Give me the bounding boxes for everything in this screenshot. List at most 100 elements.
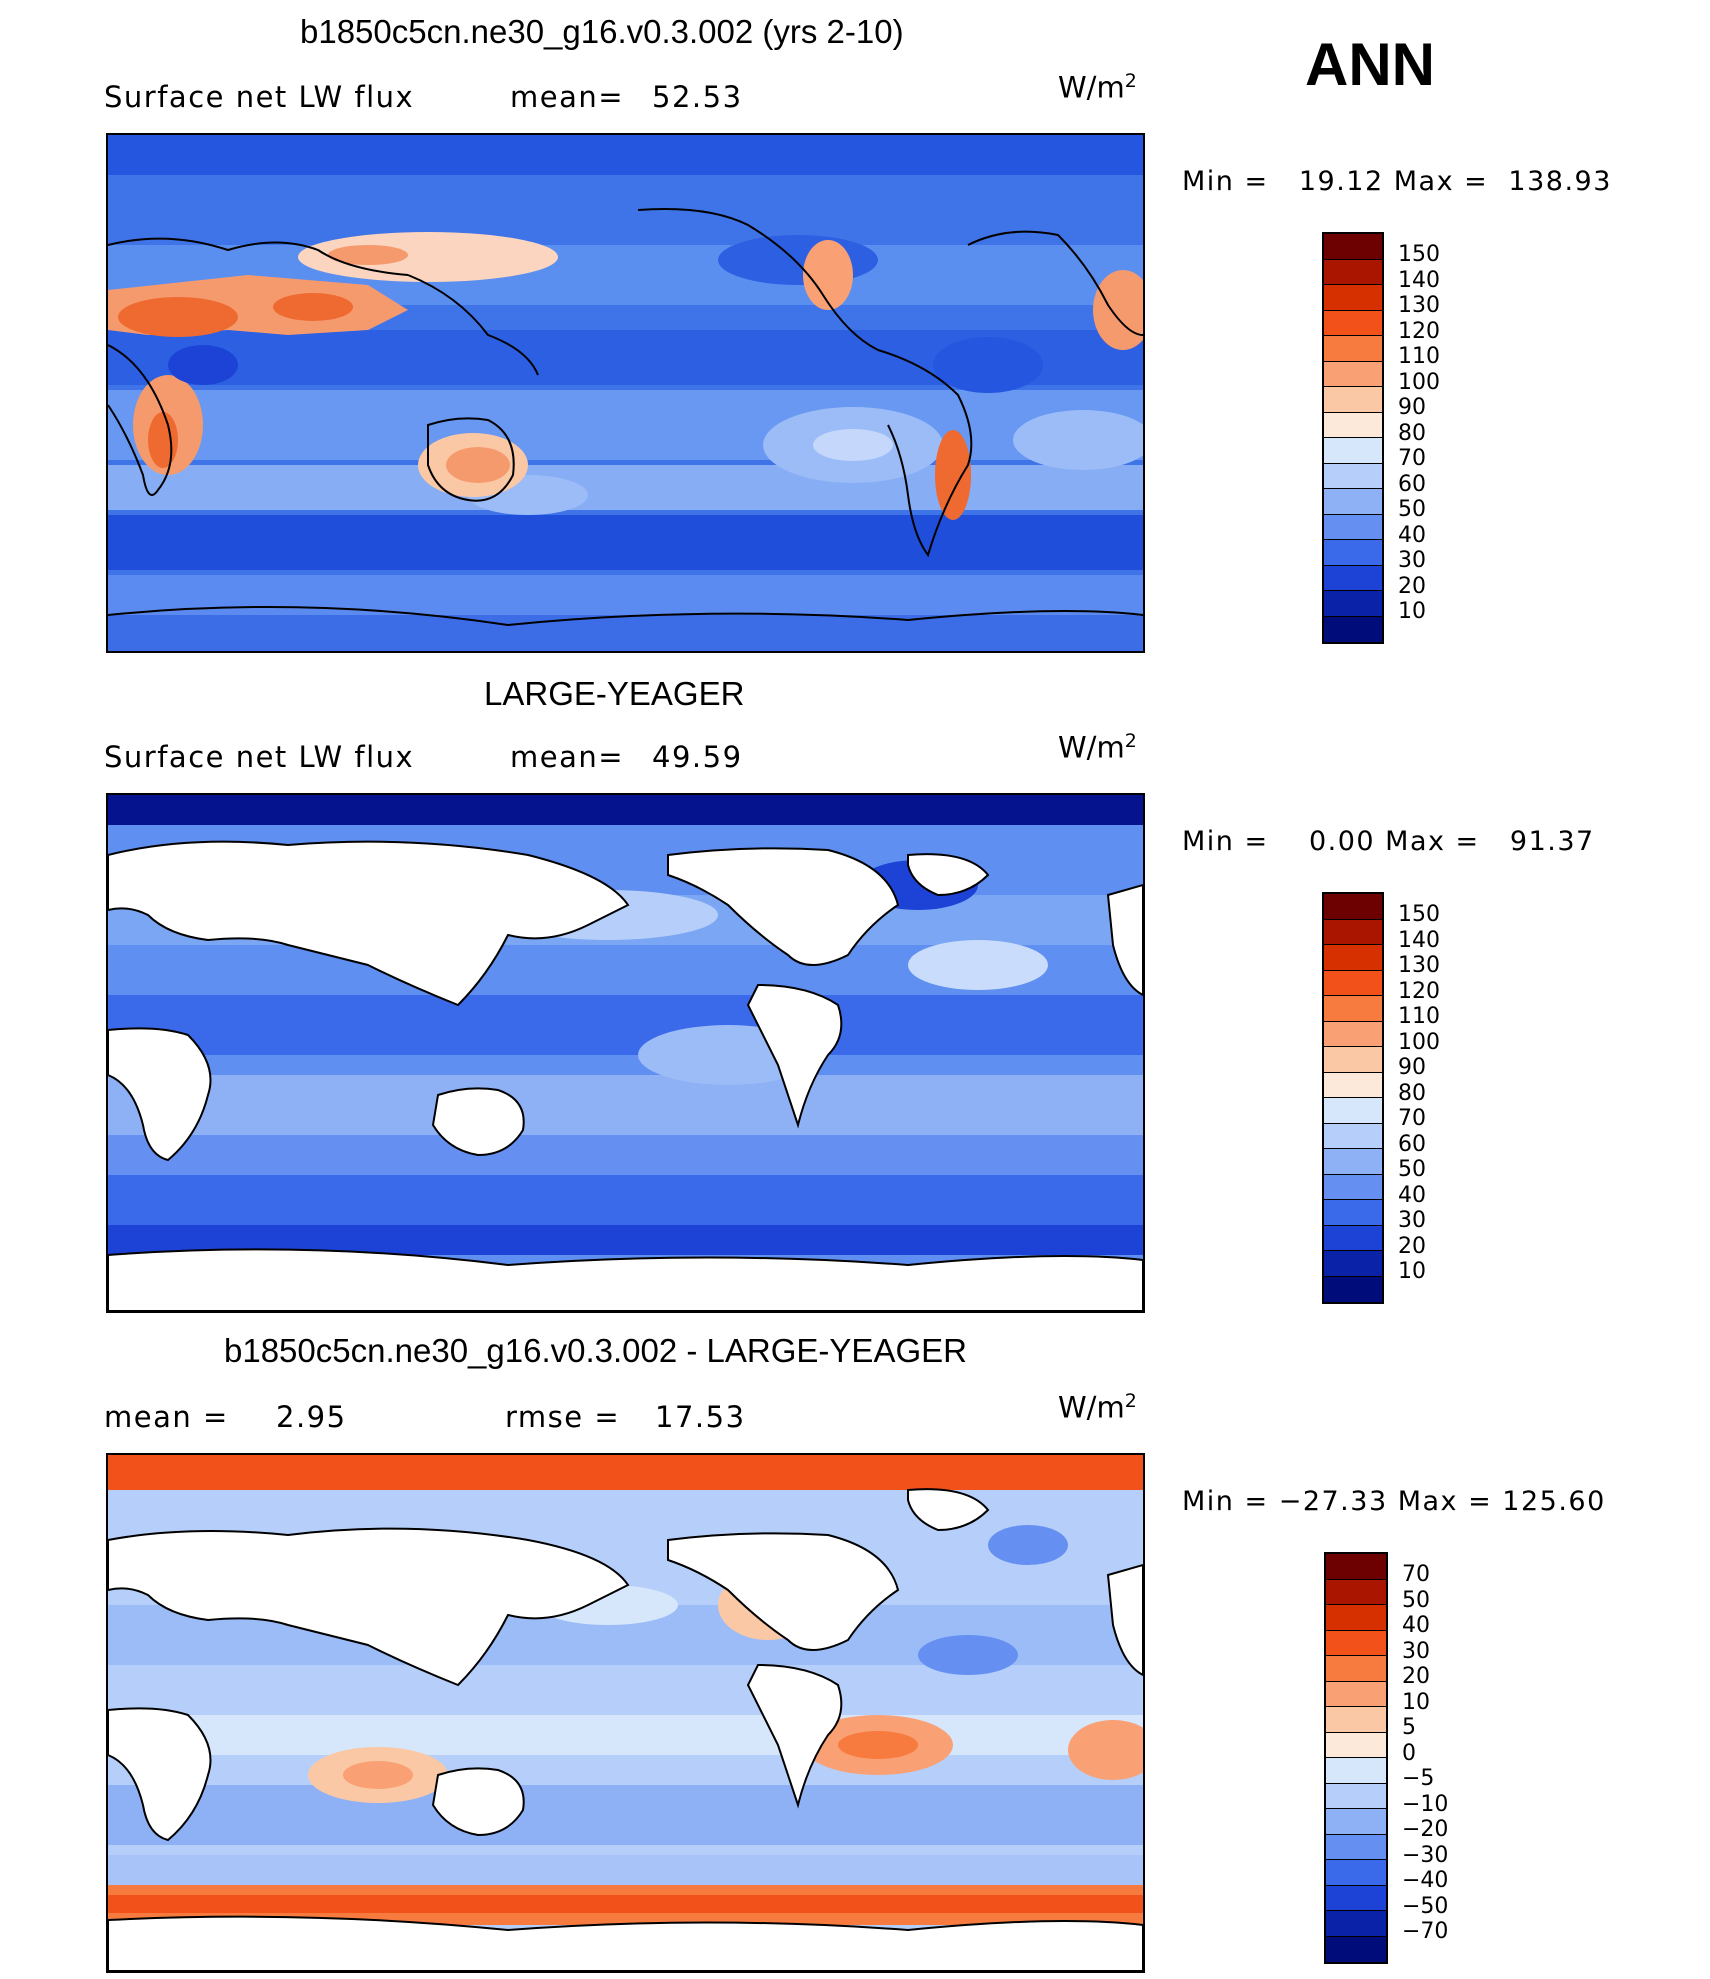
colorbar-tick-label: 80 bbox=[1398, 420, 1426, 446]
colorbar-tick-label: 100 bbox=[1398, 1029, 1440, 1055]
colorbar-tick-label: 120 bbox=[1398, 978, 1440, 1004]
colorbar-swatch bbox=[1324, 1200, 1382, 1226]
colorbar-tick-label: −50 bbox=[1402, 1893, 1449, 1919]
colorbar-swatch bbox=[1324, 565, 1382, 591]
colorbar-swatch bbox=[1326, 1630, 1386, 1656]
colorbar-tick-label: 150 bbox=[1398, 242, 1440, 267]
colorbar-swatch bbox=[1324, 616, 1382, 642]
colorbar-tick-label: 30 bbox=[1398, 548, 1426, 573]
colorbar-tick-label: 5 bbox=[1402, 1715, 1416, 1740]
colorbar-swatch bbox=[1324, 412, 1382, 438]
colorbar-tick-label: 0 bbox=[1402, 1740, 1416, 1766]
colorbar-tick-label: −70 bbox=[1402, 1919, 1449, 1944]
colorbar-tick-label: 70 bbox=[1398, 446, 1426, 471]
colorbar-tick-label: 60 bbox=[1398, 1131, 1426, 1157]
panel-1-min-max: Min = 19.12 Max = 138.93 bbox=[1182, 166, 1612, 197]
panel-3-rmse-label: rmse = bbox=[505, 1400, 621, 1434]
colorbar-swatch bbox=[1324, 514, 1382, 540]
panel-3-rmse-value: 17.53 bbox=[655, 1400, 746, 1434]
panel-3-min-max: Min = −27.33 Max = 125.60 bbox=[1182, 1486, 1606, 1517]
colorbar-tick-label: 150 bbox=[1398, 902, 1440, 927]
colorbar-swatch bbox=[1324, 540, 1382, 566]
colorbar-tick-label: 70 bbox=[1398, 1106, 1426, 1131]
panel-1-mean-label: mean= bbox=[510, 80, 625, 114]
panel-2-mean-label: mean= bbox=[510, 740, 625, 774]
colorbar-tick-label: 40 bbox=[1402, 1613, 1430, 1638]
panel-2-colorbar-labels: 150 140 130 120 110 100 90 80 70 60 50 40 30 20 10 bbox=[1398, 904, 1518, 1304]
colorbar-swatch bbox=[1324, 489, 1382, 515]
colorbar-swatch bbox=[1324, 1149, 1382, 1175]
panel-2-variable-label: Surface net LW flux bbox=[104, 740, 415, 774]
colorbar-tick-label: 140 bbox=[1398, 267, 1440, 293]
colorbar-swatch bbox=[1324, 970, 1382, 996]
colorbar-tick-label: 50 bbox=[1398, 497, 1426, 522]
colorbar-swatch bbox=[1324, 1047, 1382, 1073]
colorbar-swatch bbox=[1326, 1656, 1386, 1682]
colorbar-swatch bbox=[1324, 591, 1382, 617]
colorbar-swatch bbox=[1326, 1834, 1386, 1860]
panel-2-mean-value: 49.59 bbox=[652, 740, 743, 774]
colorbar-swatch bbox=[1326, 1758, 1386, 1784]
colorbar-swatch bbox=[1324, 310, 1382, 336]
colorbar-tick-label: 100 bbox=[1398, 369, 1440, 395]
colorbar-tick-label: 120 bbox=[1398, 318, 1440, 344]
colorbar-tick-label: 90 bbox=[1398, 395, 1426, 420]
colorbar-swatch bbox=[1324, 336, 1382, 362]
colorbar-tick-label: 110 bbox=[1398, 1004, 1440, 1029]
colorbar-swatch bbox=[1324, 919, 1382, 945]
colorbar-swatch bbox=[1326, 1809, 1386, 1835]
panel-2-colorbar bbox=[1322, 892, 1384, 1304]
colorbar-tick-label: −20 bbox=[1402, 1817, 1449, 1842]
colorbar-swatch bbox=[1326, 1860, 1386, 1886]
colorbar-swatch bbox=[1326, 1681, 1386, 1707]
colorbar-tick-label: 140 bbox=[1398, 927, 1440, 953]
panel-1-map bbox=[106, 133, 1145, 653]
colorbar-tick-label: 40 bbox=[1398, 522, 1426, 548]
colorbar-swatch bbox=[1324, 234, 1382, 260]
colorbar-tick-label: 90 bbox=[1398, 1055, 1426, 1080]
panel-3-colorbar bbox=[1324, 1552, 1388, 1964]
colorbar-swatch bbox=[1326, 1732, 1386, 1758]
colorbar-swatch bbox=[1326, 1885, 1386, 1911]
colorbar-tick-label: 80 bbox=[1398, 1080, 1426, 1106]
colorbar-tick-label: 20 bbox=[1398, 573, 1426, 599]
panel-3-mean-label: mean = bbox=[104, 1400, 229, 1434]
colorbar-swatch bbox=[1324, 1276, 1382, 1302]
colorbar-swatch bbox=[1324, 894, 1382, 920]
colorbar-swatch bbox=[1326, 1554, 1386, 1580]
panel-1-title: b1850c5cn.ne30_g16.v0.3.002 (yrs 2-10) bbox=[300, 13, 904, 50]
colorbar-swatch bbox=[1324, 361, 1382, 387]
colorbar-tick-label: 60 bbox=[1398, 471, 1426, 497]
colorbar-tick-label: 10 bbox=[1398, 599, 1426, 624]
colorbar-tick-label: 70 bbox=[1402, 1562, 1430, 1587]
panel-1-variable-label: Surface net LW flux bbox=[104, 80, 415, 114]
colorbar-tick-label: 110 bbox=[1398, 344, 1440, 369]
colorbar-tick-label: 30 bbox=[1402, 1638, 1430, 1664]
colorbar-tick-label: 20 bbox=[1398, 1233, 1426, 1259]
panel-3-map bbox=[106, 1453, 1145, 1973]
colorbar-tick-label: −5 bbox=[1402, 1766, 1435, 1791]
panel-1-mean-value: 52.53 bbox=[652, 80, 743, 114]
panel-2-min-max: Min = 0.00 Max = 91.37 bbox=[1182, 826, 1595, 857]
colorbar-swatch bbox=[1324, 1251, 1382, 1277]
panel-2-units: W/m2 bbox=[1058, 730, 1137, 765]
colorbar-swatch bbox=[1326, 1911, 1386, 1937]
colorbar-swatch bbox=[1324, 1072, 1382, 1098]
colorbar-swatch bbox=[1326, 1605, 1386, 1631]
colorbar-swatch bbox=[1326, 1783, 1386, 1809]
panel-1-colorbar bbox=[1322, 232, 1384, 644]
colorbar-tick-label: 130 bbox=[1398, 293, 1440, 318]
colorbar-swatch bbox=[1324, 387, 1382, 413]
colorbar-swatch bbox=[1324, 1021, 1382, 1047]
panel-1-colorbar-labels: 150 140 130 120 110 100 90 80 70 60 50 40 30 20 10 bbox=[1398, 244, 1518, 644]
panel-3-units: W/m2 bbox=[1058, 1390, 1137, 1425]
panel-2-title: LARGE-YEAGER bbox=[484, 675, 745, 712]
colorbar-swatch bbox=[1324, 996, 1382, 1022]
colorbar-swatch bbox=[1326, 1707, 1386, 1733]
colorbar-tick-label: 50 bbox=[1402, 1587, 1430, 1613]
colorbar-tick-label: 10 bbox=[1398, 1259, 1426, 1284]
colorbar-tick-label: −30 bbox=[1402, 1842, 1449, 1868]
colorbar-tick-label: 20 bbox=[1402, 1664, 1430, 1689]
season-label: ANN bbox=[1305, 31, 1435, 98]
colorbar-tick-label: −10 bbox=[1402, 1791, 1449, 1817]
